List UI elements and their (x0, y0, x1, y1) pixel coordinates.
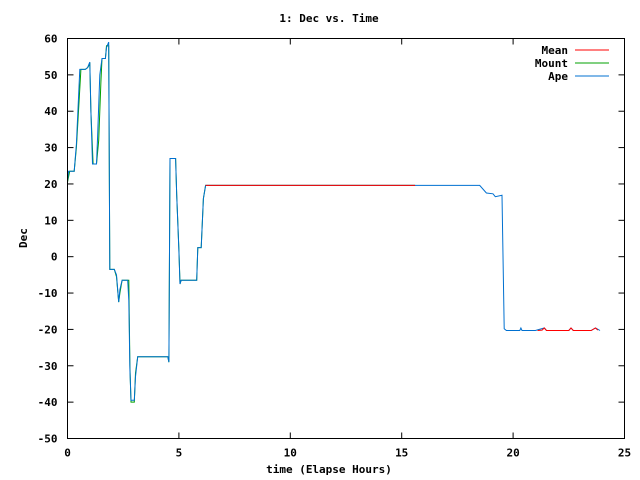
x-tick-label: 0 (64, 447, 71, 460)
plot-frame (67, 38, 625, 439)
series-line-mean (205, 184, 599, 331)
x-tick-label: 20 (506, 447, 519, 460)
y-axis-label: Dec (17, 228, 30, 248)
legend-label-ape: Ape (548, 70, 568, 83)
y-tick-label: -30 (38, 360, 58, 373)
x-tick-label: 5 (176, 447, 183, 460)
y-tick-label: -10 (38, 287, 58, 300)
y-tick-label: 60 (44, 33, 57, 46)
y-tick-label: 30 (44, 142, 57, 155)
axis-ticks: 0 5 10 15 20 25 -50 -40 -30 -20 -10 0 10 20 30 40 50 60 (38, 33, 632, 460)
y-tick-label: -20 (38, 323, 58, 336)
y-tick-label: 10 (44, 214, 57, 227)
y-tick-label: -50 (38, 433, 58, 446)
series-line-ape (67, 41, 601, 401)
series-lines (67, 41, 601, 403)
x-axis-label: time (Elapse Hours) (266, 463, 392, 476)
y-tick-label: -40 (38, 396, 58, 409)
y-tick-label: 20 (44, 178, 57, 191)
y-tick-label: 40 (44, 105, 57, 118)
y-tick-label: 50 (44, 69, 57, 82)
x-tick-label: 10 (284, 447, 297, 460)
legend-label-mean: Mean (542, 44, 569, 57)
y-tick-label: 0 (51, 251, 58, 264)
series-line-mount (67, 45, 416, 403)
x-tick-label: 25 (618, 447, 631, 460)
x-tick-label: 15 (395, 447, 408, 460)
chart-title: 1: Dec vs. Time (279, 12, 379, 25)
legend-label-mount: Mount (535, 57, 568, 70)
